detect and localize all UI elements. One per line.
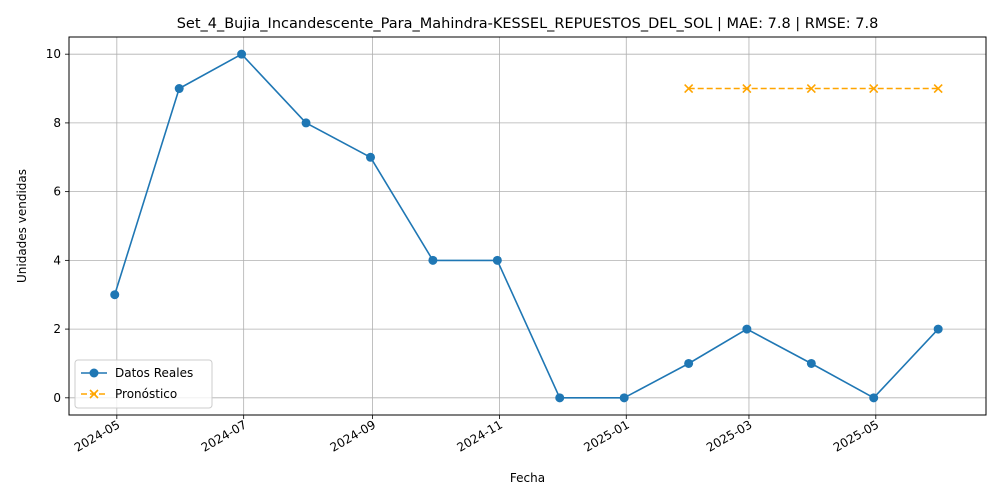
y-tick-label: 10: [46, 47, 61, 61]
plot-frame: [68, 36, 987, 416]
y-tick-label: 8: [53, 116, 61, 130]
data-point: [684, 358, 694, 368]
data-point: [684, 83, 694, 94]
y-tick-label: 2: [53, 322, 61, 336]
legend-swatch-marker: [89, 389, 99, 399]
x-tick-label: 2024-09: [328, 417, 378, 454]
data-point: [237, 49, 247, 59]
legend-box: [74, 359, 213, 409]
data-point: [806, 83, 816, 94]
grid: [69, 37, 986, 415]
series-layer: [110, 49, 943, 403]
legend-label: Pronóstico: [115, 387, 177, 401]
y-axis-ticks: 0 2 4 6 8 10: [46, 47, 69, 405]
chart-title: Set_4_Bujia_Incandescente_Para_Mahindra-…: [177, 16, 879, 32]
x-tick-label: 2024-05: [72, 417, 122, 454]
x-tick-label: 2025-01: [581, 417, 631, 454]
data-point: [555, 393, 565, 403]
y-axis-title: Unidades vendidas: [15, 169, 29, 283]
legend-swatch-marker: [89, 368, 99, 378]
x-axis-title: Fecha: [510, 471, 545, 485]
series-1: [684, 83, 943, 94]
data-point: [366, 152, 376, 162]
y-tick-label: 0: [53, 391, 61, 405]
data-point: [742, 83, 752, 94]
data-point: [742, 324, 752, 334]
x-tick-label: 2025-05: [831, 417, 881, 454]
x-tick-label: 2024-07: [199, 417, 249, 454]
data-point: [869, 393, 879, 403]
data-point: [933, 324, 943, 334]
data-point: [174, 84, 184, 94]
series-line: [113, 53, 939, 399]
y-tick-label: 6: [53, 185, 61, 199]
data-point: [619, 393, 629, 403]
data-point: [806, 358, 816, 368]
y-tick-label: 4: [53, 253, 61, 267]
series-0: [110, 49, 943, 403]
legend: Datos Reales Pronóstico: [74, 359, 213, 409]
data-point: [869, 83, 879, 94]
x-axis-ticks: 2024-05 2024-07 2024-09 2024-11 2025-01 2025-…: [72, 415, 881, 455]
data-point: [492, 255, 502, 265]
x-tick-label: 2025-03: [704, 417, 754, 454]
data-point: [110, 290, 120, 300]
x-tick-label: 2024-11: [455, 417, 505, 454]
data-point: [933, 83, 943, 94]
legend-label: Datos Reales: [115, 366, 193, 380]
data-point: [301, 118, 311, 128]
data-point: [428, 255, 438, 265]
